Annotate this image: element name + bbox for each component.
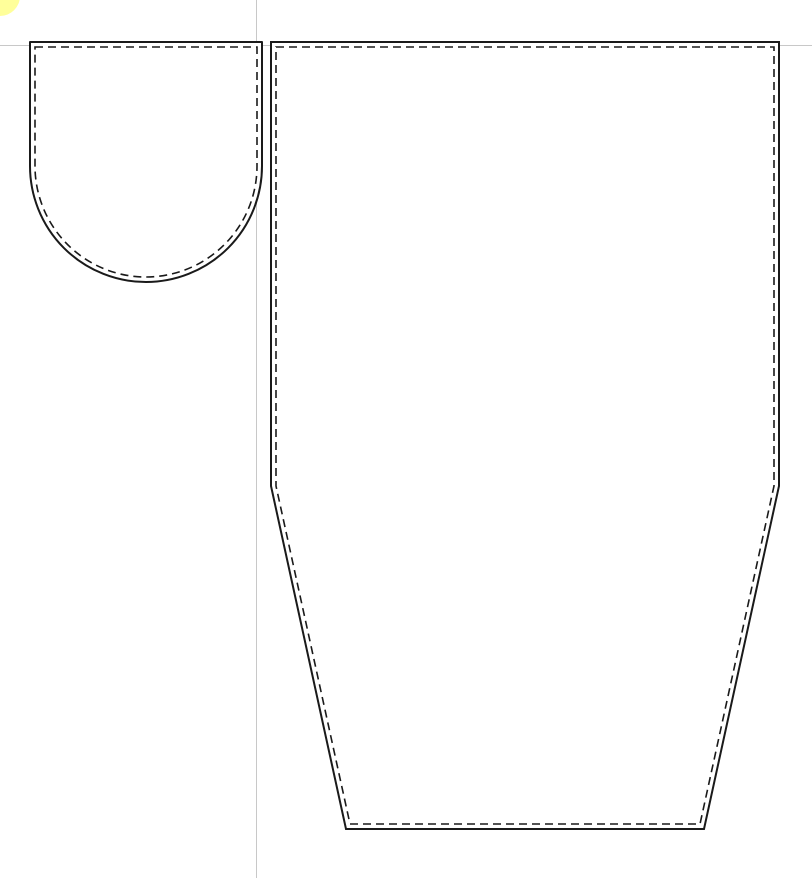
flap-stitch-line	[34, 46, 258, 278]
body-stitch-line	[275, 46, 775, 825]
body-cut-line	[270, 41, 780, 830]
flap-cut-line	[29, 41, 263, 283]
pattern-piece-flap[interactable]	[29, 41, 263, 283]
highlight-dot	[0, 0, 20, 16]
pattern-piece-body[interactable]	[270, 41, 780, 830]
